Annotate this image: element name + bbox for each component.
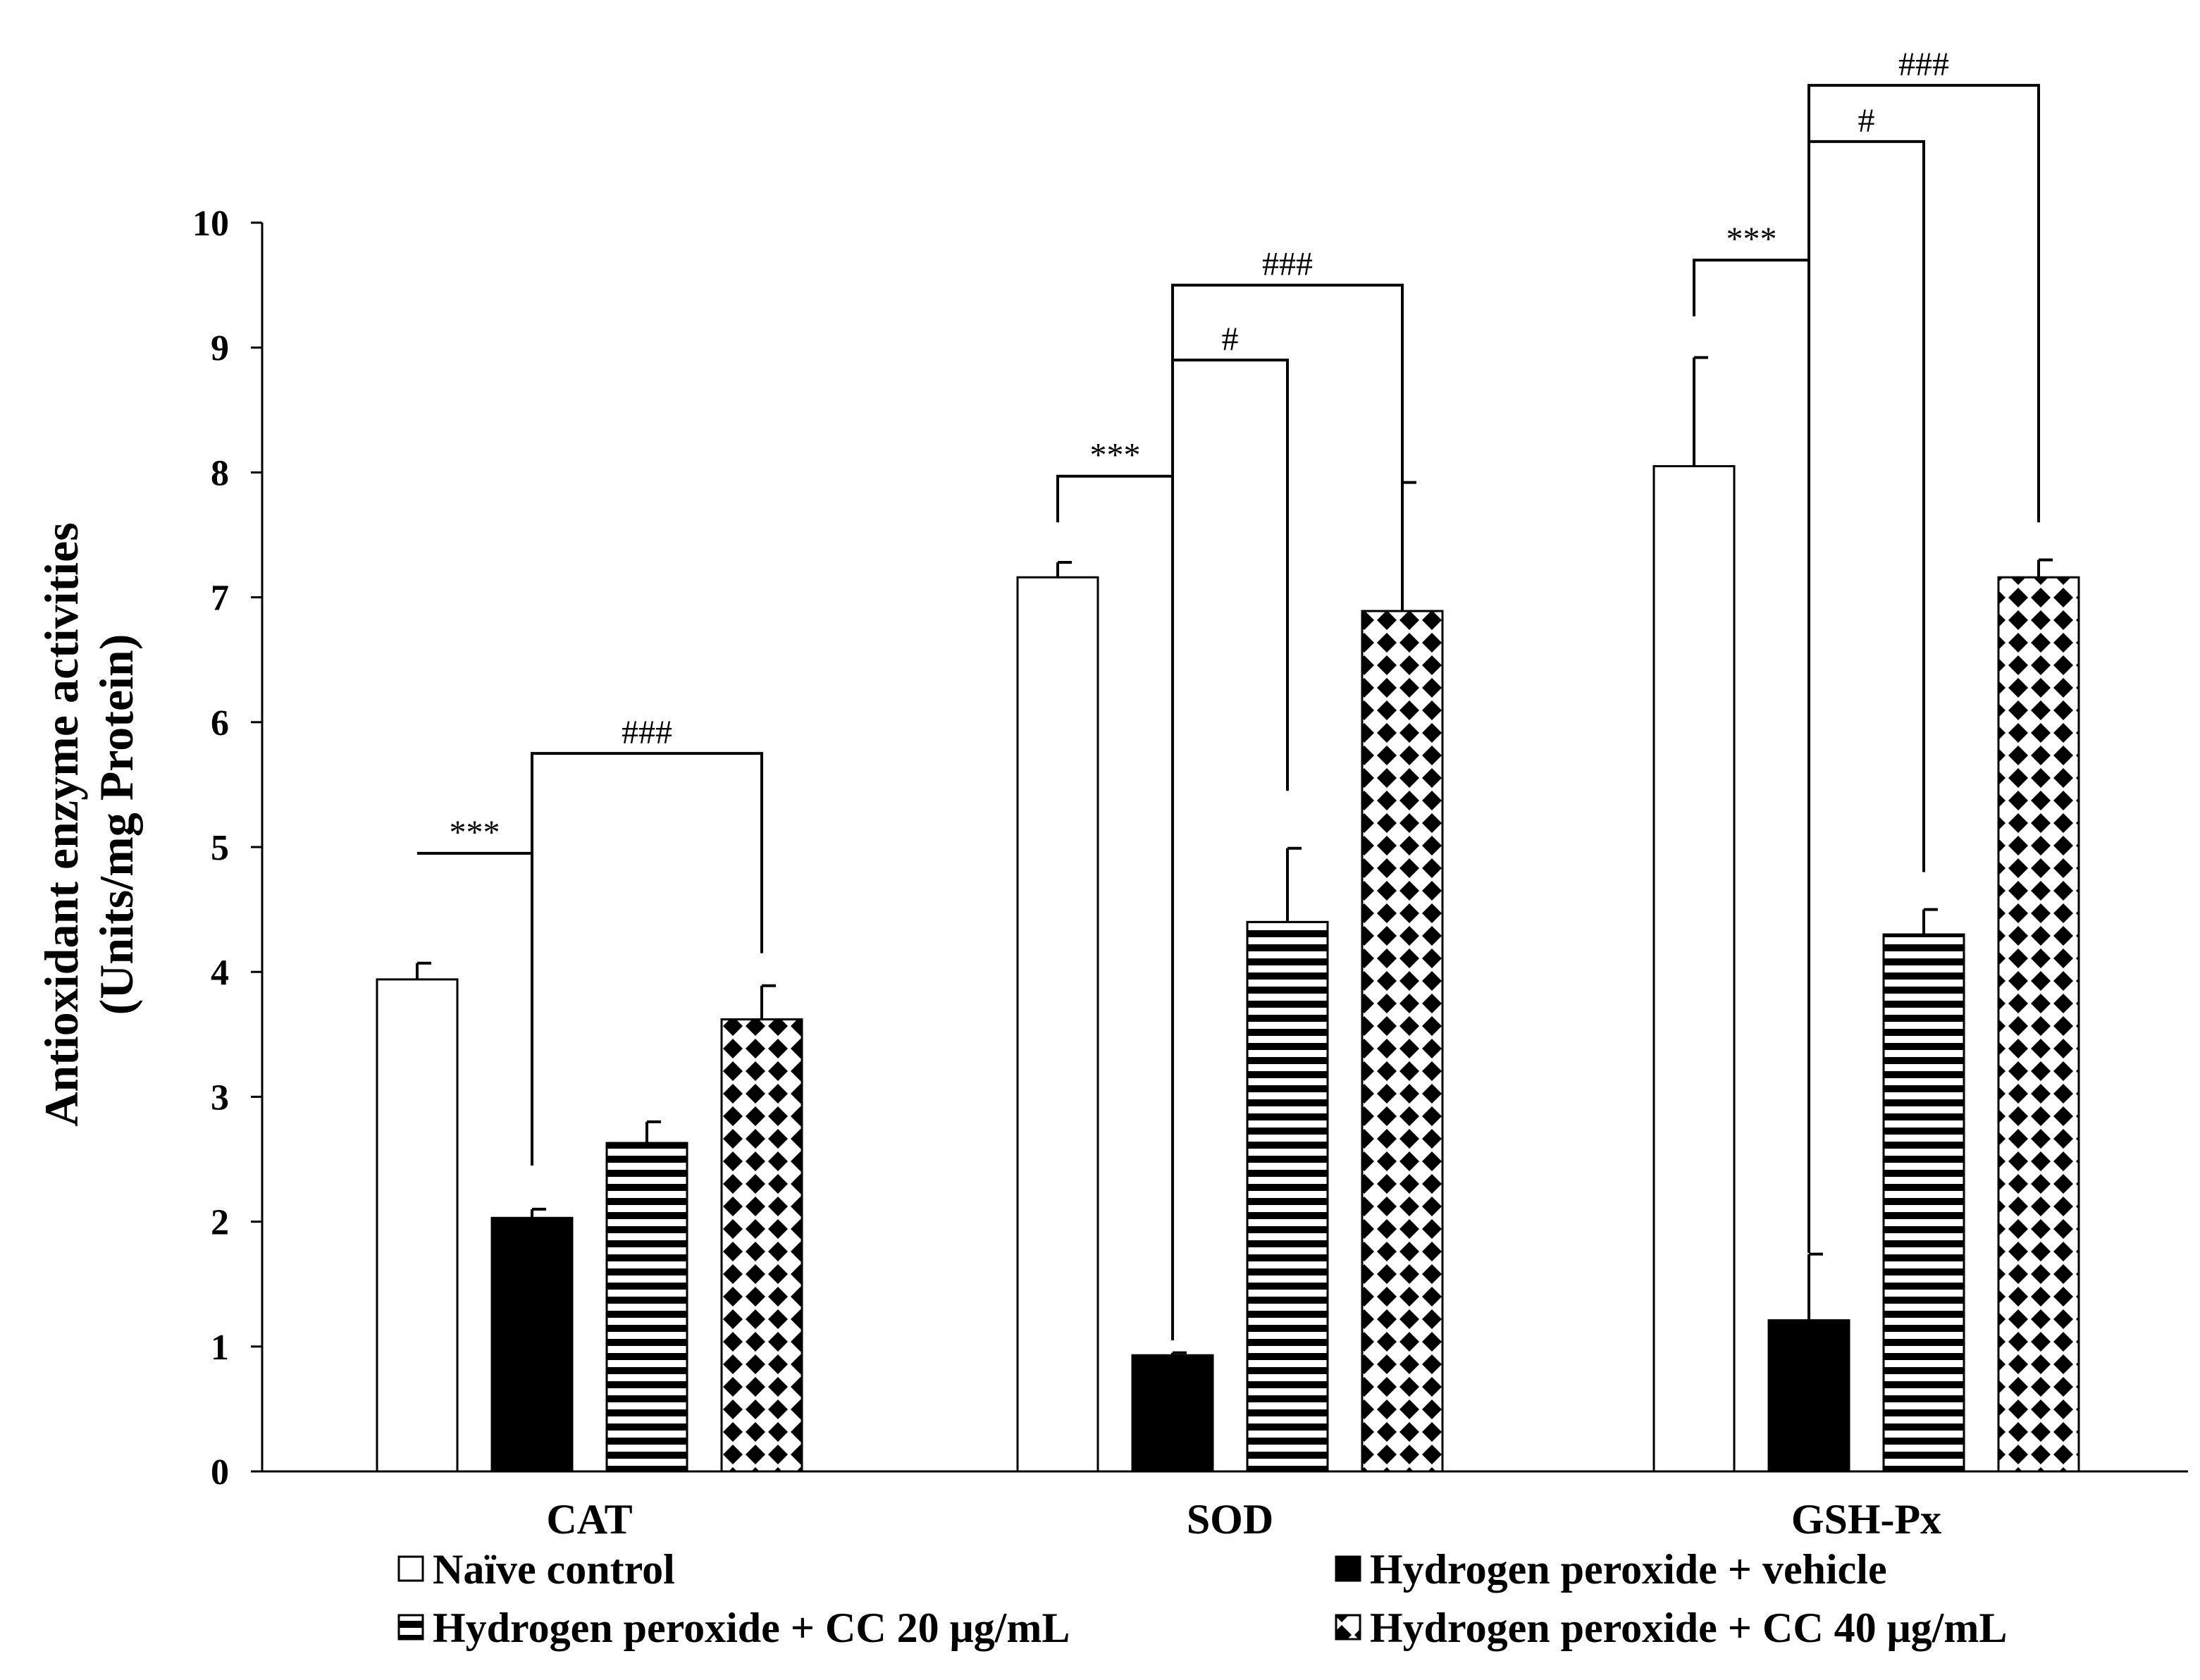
bar [1997,576,2080,1473]
bar [376,978,459,1473]
significance-label: *** [1090,437,1141,474]
significance-bracket: # [1171,321,1289,791]
legend-swatch [397,1614,424,1641]
legend-label: Hydrogen peroxide + CC 40 μg/mL [1370,1605,2007,1651]
significance-label: *** [1726,221,1777,258]
bracket-line [1056,474,1174,1340]
legend: Naïve control Hydrogen peroxide + vehicle… [397,1546,2007,1651]
significance-bracket: ### [1807,46,2040,523]
bracket-line [1171,358,1289,791]
category-label: GSH-Px [1791,1496,1941,1543]
bar [720,1018,803,1473]
y-tick-label: 9 [211,328,229,369]
bar [1016,576,1099,1473]
bar [605,1142,688,1473]
significance-label: ### [622,714,672,751]
bar [1882,933,1965,1473]
significance-label: # [1858,102,1875,140]
significance-label: ### [1898,46,1949,83]
bar [1652,465,1736,1473]
significance-bracket: *** [1693,221,1810,1253]
bar [1246,920,1329,1473]
bars [376,465,2080,1473]
bracket-line [531,752,763,953]
significance-label: *** [450,814,500,851]
significance-bracket: # [1807,102,1925,872]
y-tick-label: 1 [211,1328,229,1368]
bar [490,1216,574,1473]
y-tick-label: 3 [211,1077,229,1118]
bracket-line [1807,140,1925,872]
bracket-line [1171,283,1404,598]
y-axis-title-line-1: Antioxidant enzyme activities [35,522,88,1126]
error-bars [416,356,2053,1356]
y-ticks: 0 1 2 3 4 5 6 7 8 9 10 [192,204,262,1493]
significance-bracket: ### [531,714,763,953]
significance-bracket: *** [1056,437,1174,1340]
significance-label: ### [1262,246,1313,283]
y-tick-label: 8 [211,453,229,493]
legend-label: Hydrogen peroxide + vehicle [1370,1546,1887,1593]
legend-entry: Hydrogen peroxide + CC 20 μg/mL [397,1605,1070,1651]
y-tick-label: 10 [192,204,229,244]
significance-label: # [1222,321,1239,358]
category-labels: CAT SOD GSH-Px [546,1496,1941,1543]
bar [1767,1319,1850,1473]
category-label: CAT [546,1496,632,1543]
bar [1131,1354,1214,1473]
y-tick-label: 4 [211,953,229,993]
y-tick-label: 7 [211,579,229,619]
bracket-line [1693,259,1810,1253]
legend-entry: Hydrogen peroxide + CC 40 μg/mL [1335,1605,2007,1651]
y-axis-title: Antioxidant enzyme activities (Units/mg … [35,522,143,1126]
y-tick-label: 2 [211,1203,229,1243]
legend-swatch [1335,1555,1361,1582]
legend-entry: Hydrogen peroxide + vehicle [1335,1546,1887,1593]
legend-entry: Naïve control [397,1546,675,1593]
y-tick-label: 6 [211,703,229,743]
y-tick-label: 5 [211,828,229,868]
category-label: SOD [1187,1496,1273,1543]
legend-label: Naïve control [433,1546,675,1593]
legend-swatch [1335,1614,1361,1641]
legend-label: Hydrogen peroxide + CC 20 μg/mL [433,1605,1070,1651]
y-tick-label: 0 [211,1452,229,1493]
bracket-line [1807,84,2040,523]
significance-brackets: ***###***####***#### [417,46,2040,1340]
bar [1361,610,1444,1473]
y-axis-title-line-2: (Units/mg Protein) [89,634,143,1015]
significance-bracket: ### [1171,246,1404,598]
legend-swatch [397,1555,424,1582]
